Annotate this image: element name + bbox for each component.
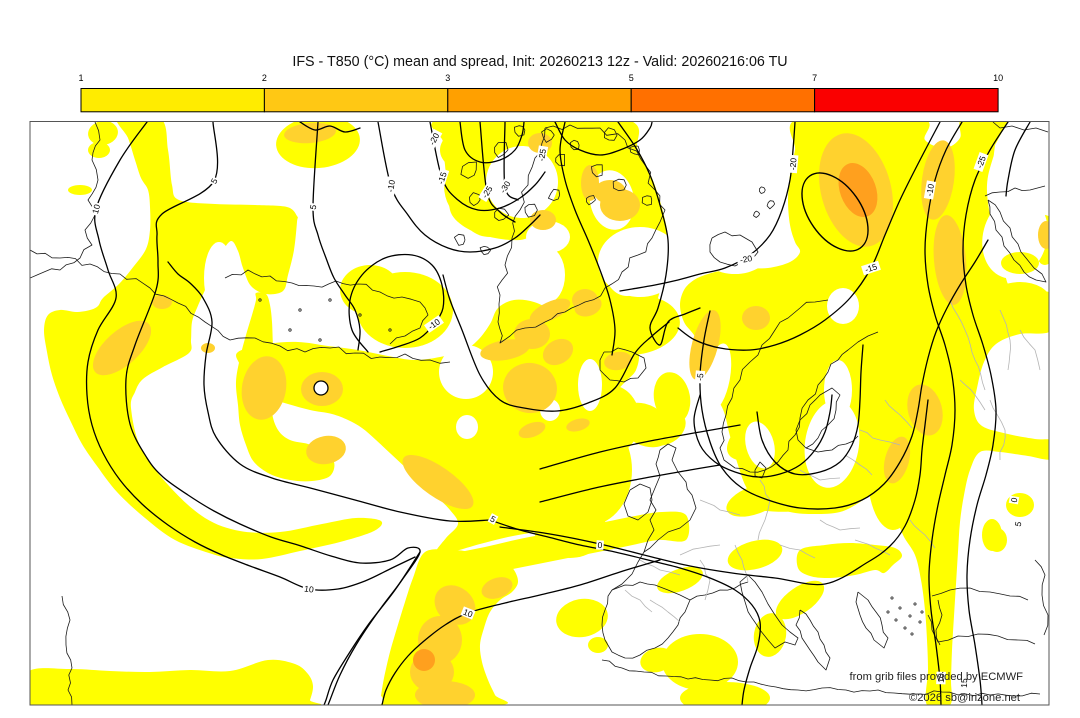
svg-text:0: 0 [597, 540, 603, 550]
svg-text:3: 3 [445, 73, 450, 83]
svg-text:-20: -20 [739, 253, 753, 265]
svg-text:10: 10 [462, 607, 475, 620]
svg-text:10: 10 [936, 673, 946, 683]
svg-text:5: 5 [308, 203, 319, 210]
svg-text:10: 10 [304, 583, 315, 594]
svg-text:-15: -15 [864, 261, 879, 274]
svg-text:7: 7 [812, 73, 817, 83]
svg-text:-20: -20 [788, 157, 799, 170]
svg-text:-10: -10 [924, 183, 936, 197]
svg-text:-10: -10 [385, 179, 397, 193]
svg-text:5: 5 [629, 73, 634, 83]
svg-text:-25: -25 [974, 154, 988, 169]
svg-text:5: 5 [1013, 521, 1024, 528]
svg-text:10: 10 [90, 203, 102, 215]
svg-text:15: 15 [959, 678, 969, 688]
svg-text:IFS - T850 (°C) mean and sprea: IFS - T850 (°C) mean and spread, Init: 2… [292, 54, 787, 70]
svg-text:©2026 sb@irizone.net: ©2026 sb@irizone.net [909, 692, 1021, 704]
svg-text:1: 1 [78, 73, 83, 83]
svg-text:5: 5 [489, 514, 498, 525]
svg-text:-25: -25 [536, 148, 548, 162]
svg-text:-15: -15 [435, 170, 448, 185]
svg-text:5: 5 [209, 176, 220, 185]
svg-text:0: 0 [1009, 497, 1020, 504]
svg-text:2: 2 [262, 73, 267, 83]
svg-text:from grib files provided by EC: from grib files provided by ECMWF [850, 671, 1024, 683]
svg-text:-5: -5 [695, 373, 706, 382]
svg-text:10: 10 [993, 73, 1003, 83]
